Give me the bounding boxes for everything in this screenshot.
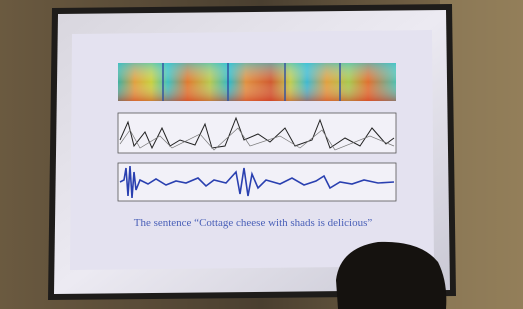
spectrogram-shade (118, 63, 396, 101)
page: The sentence “Cottage cheese with shads … (0, 0, 523, 309)
slide-caption: The sentence “Cottage cheese with shads … (134, 217, 373, 229)
scene: The sentence “Cottage cheese with shads … (0, 0, 523, 309)
